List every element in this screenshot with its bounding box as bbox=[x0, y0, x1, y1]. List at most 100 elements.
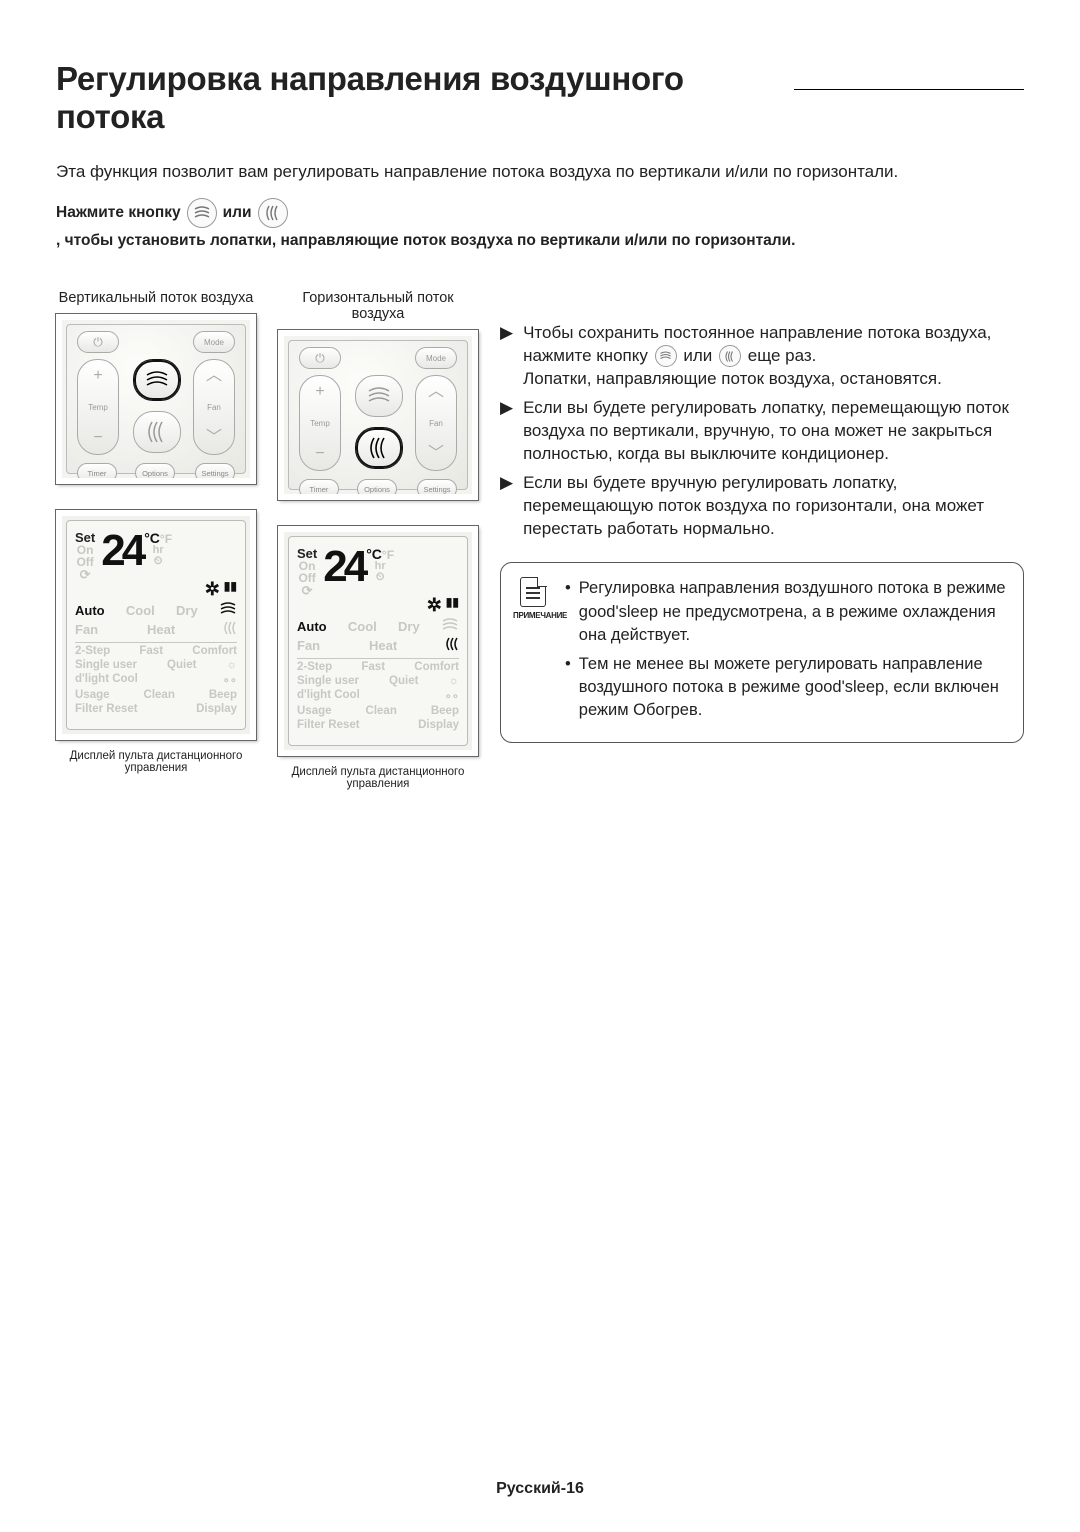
dry-label: Dry bbox=[398, 619, 420, 634]
triangle-icon: ▶ bbox=[500, 322, 513, 391]
instruction-line: Нажмите кнопку или , чтобы установить ло… bbox=[56, 198, 1024, 250]
mode-label: Mode bbox=[204, 338, 224, 347]
disp-2step: 2-Step bbox=[75, 645, 110, 657]
chevron-up-icon: ︿ bbox=[428, 384, 444, 400]
disp-clean: Clean bbox=[144, 689, 175, 701]
fan-icon: ✲ bbox=[427, 595, 442, 616]
instruction-post: , чтобы установить лопатки, направляющие… bbox=[56, 232, 795, 250]
options-button: Options bbox=[357, 479, 397, 499]
disp-comfort: Comfort bbox=[192, 645, 237, 657]
swing-vertical-button bbox=[355, 375, 403, 417]
disp-usage: Usage bbox=[297, 705, 332, 717]
disp-singleuser: Single user bbox=[75, 659, 137, 671]
settings-label: Settings bbox=[201, 469, 228, 478]
timer-label: Timer bbox=[88, 469, 107, 478]
heat-label: Heat bbox=[369, 638, 397, 653]
cool-label: Cool bbox=[126, 603, 155, 618]
disp-filter: Filter Reset bbox=[297, 719, 360, 731]
disp-comfort: Comfort bbox=[414, 661, 459, 673]
auto-label: Auto bbox=[75, 603, 105, 618]
disp-quiet: Quiet bbox=[167, 659, 196, 671]
page-footer: Русский-16 bbox=[0, 1480, 1080, 1498]
disp-usage: Usage bbox=[75, 689, 110, 701]
bullet-1-mid: или bbox=[683, 346, 712, 365]
mode-label: Mode bbox=[426, 354, 446, 363]
bullet-1: ▶ Чтобы сохранить постоянное направление… bbox=[500, 322, 1024, 391]
swing-vertical-icon bbox=[187, 198, 217, 228]
instruction-pre: Нажмите кнопку bbox=[56, 204, 181, 222]
cool-label: Cool bbox=[348, 619, 377, 634]
fan-rocker: ︿ Fan ﹀ bbox=[193, 359, 235, 455]
note-item-2-text: Тем не менее вы можете регулировать напр… bbox=[579, 653, 1009, 722]
fan-label: Fan bbox=[207, 403, 221, 412]
temp-rocker: + Temp − bbox=[77, 359, 119, 455]
temp-label: Temp bbox=[88, 403, 108, 412]
intro-text: Эта функция позволит вам регулировать на… bbox=[56, 162, 1024, 182]
power-button: ⏻ bbox=[77, 331, 119, 353]
options-label: Options bbox=[364, 485, 390, 494]
disp-filter: Filter Reset bbox=[75, 703, 138, 715]
plus-icon: + bbox=[315, 384, 324, 400]
disp-dlight: d'light Cool bbox=[75, 673, 138, 687]
horizontal-label: Горизонтальный поток воздуха bbox=[278, 290, 478, 322]
vertical-label: Вертикальный поток воздуха bbox=[56, 290, 256, 306]
disp-fast: Fast bbox=[139, 645, 163, 657]
bullet-1-tail: еще раз. bbox=[748, 346, 817, 365]
disp-display: Display bbox=[196, 703, 237, 715]
temp-label: Temp bbox=[310, 419, 330, 428]
swing-horizontal-icon bbox=[719, 345, 741, 367]
chevron-up-icon: ︿ bbox=[206, 368, 222, 384]
note-item-2: Тем не менее вы можете регулировать напр… bbox=[565, 653, 1009, 722]
right-column: ▶ Чтобы сохранить постоянное направление… bbox=[500, 290, 1024, 743]
plus-icon: + bbox=[93, 368, 102, 384]
timer-button: Timer bbox=[299, 479, 339, 499]
bullet-3-text: Если вы будете вручную регулировать лопа… bbox=[523, 472, 1024, 541]
swing-h-display-icon bbox=[446, 636, 459, 655]
disp-2step: 2-Step bbox=[297, 661, 332, 673]
temp-rocker: + Temp − bbox=[299, 375, 341, 471]
fan-mode-label: Fan bbox=[297, 638, 320, 653]
bullet-2-text: Если вы будете регулировать лопатку, пер… bbox=[523, 397, 1024, 466]
remote-horizontal: ⏻ Mode + Temp − ︿ Fan ﹀ bbox=[278, 330, 478, 500]
settings-button: Settings bbox=[417, 479, 457, 499]
note-label: ПРИМЕЧАНИЕ bbox=[513, 611, 553, 620]
swing-vertical-button bbox=[133, 359, 181, 401]
fan-icon: ✲ bbox=[205, 579, 220, 600]
disp-beep: Beep bbox=[209, 689, 237, 701]
display-vertical: Set On Off ⟳ 24 °C°F hr ⏲ bbox=[56, 510, 256, 740]
note-box: ПРИМЕЧАНИЕ Регулировка направления возду… bbox=[500, 562, 1024, 743]
disp-fast: Fast bbox=[361, 661, 385, 673]
note-item-1-text: Регулировка направления воздушного поток… bbox=[579, 577, 1009, 646]
fan-mode-label: Fan bbox=[75, 622, 98, 637]
swing-h-display-icon bbox=[224, 620, 237, 639]
settings-label: Settings bbox=[423, 485, 450, 494]
settings-button: Settings bbox=[195, 463, 235, 483]
temp-value: 24 bbox=[101, 531, 142, 571]
fan-rocker: ︿ Fan ﹀ bbox=[415, 375, 457, 471]
page-title: Регулировка направления воздушного поток… bbox=[56, 60, 774, 136]
options-label: Options bbox=[142, 469, 168, 478]
heat-label: Heat bbox=[147, 622, 175, 637]
disp-singleuser: Single user bbox=[297, 675, 359, 687]
note-icon bbox=[520, 577, 546, 607]
disp-clean: Clean bbox=[366, 705, 397, 717]
disp-beep: Beep bbox=[431, 705, 459, 717]
swing-v-display-icon bbox=[219, 602, 237, 618]
fan-label: Fan bbox=[429, 419, 443, 428]
auto-label: Auto bbox=[297, 619, 327, 634]
horizontal-column: Горизонтальный поток воздуха ⏻ Mode + Te… bbox=[278, 290, 478, 790]
triangle-icon: ▶ bbox=[500, 472, 513, 541]
minus-icon: − bbox=[93, 430, 102, 446]
swing-horizontal-icon bbox=[258, 198, 288, 228]
display-horizontal: Set On Off ⟳ 24 °C°F hr ⏲ bbox=[278, 526, 478, 756]
timer-button: Timer bbox=[77, 463, 117, 483]
bullet-1-sub: Лопатки, направляющие поток воздуха, ост… bbox=[523, 368, 1024, 391]
mode-button: Mode bbox=[415, 347, 457, 369]
disp-quiet: Quiet bbox=[389, 675, 418, 687]
chevron-down-icon: ﹀ bbox=[206, 430, 222, 446]
chevron-down-icon: ﹀ bbox=[428, 446, 444, 462]
swing-horizontal-button bbox=[133, 411, 181, 453]
note-list: Регулировка направления воздушного поток… bbox=[565, 577, 1009, 728]
minus-icon: − bbox=[315, 446, 324, 462]
note-icon-wrap: ПРИМЕЧАНИЕ bbox=[513, 577, 553, 620]
